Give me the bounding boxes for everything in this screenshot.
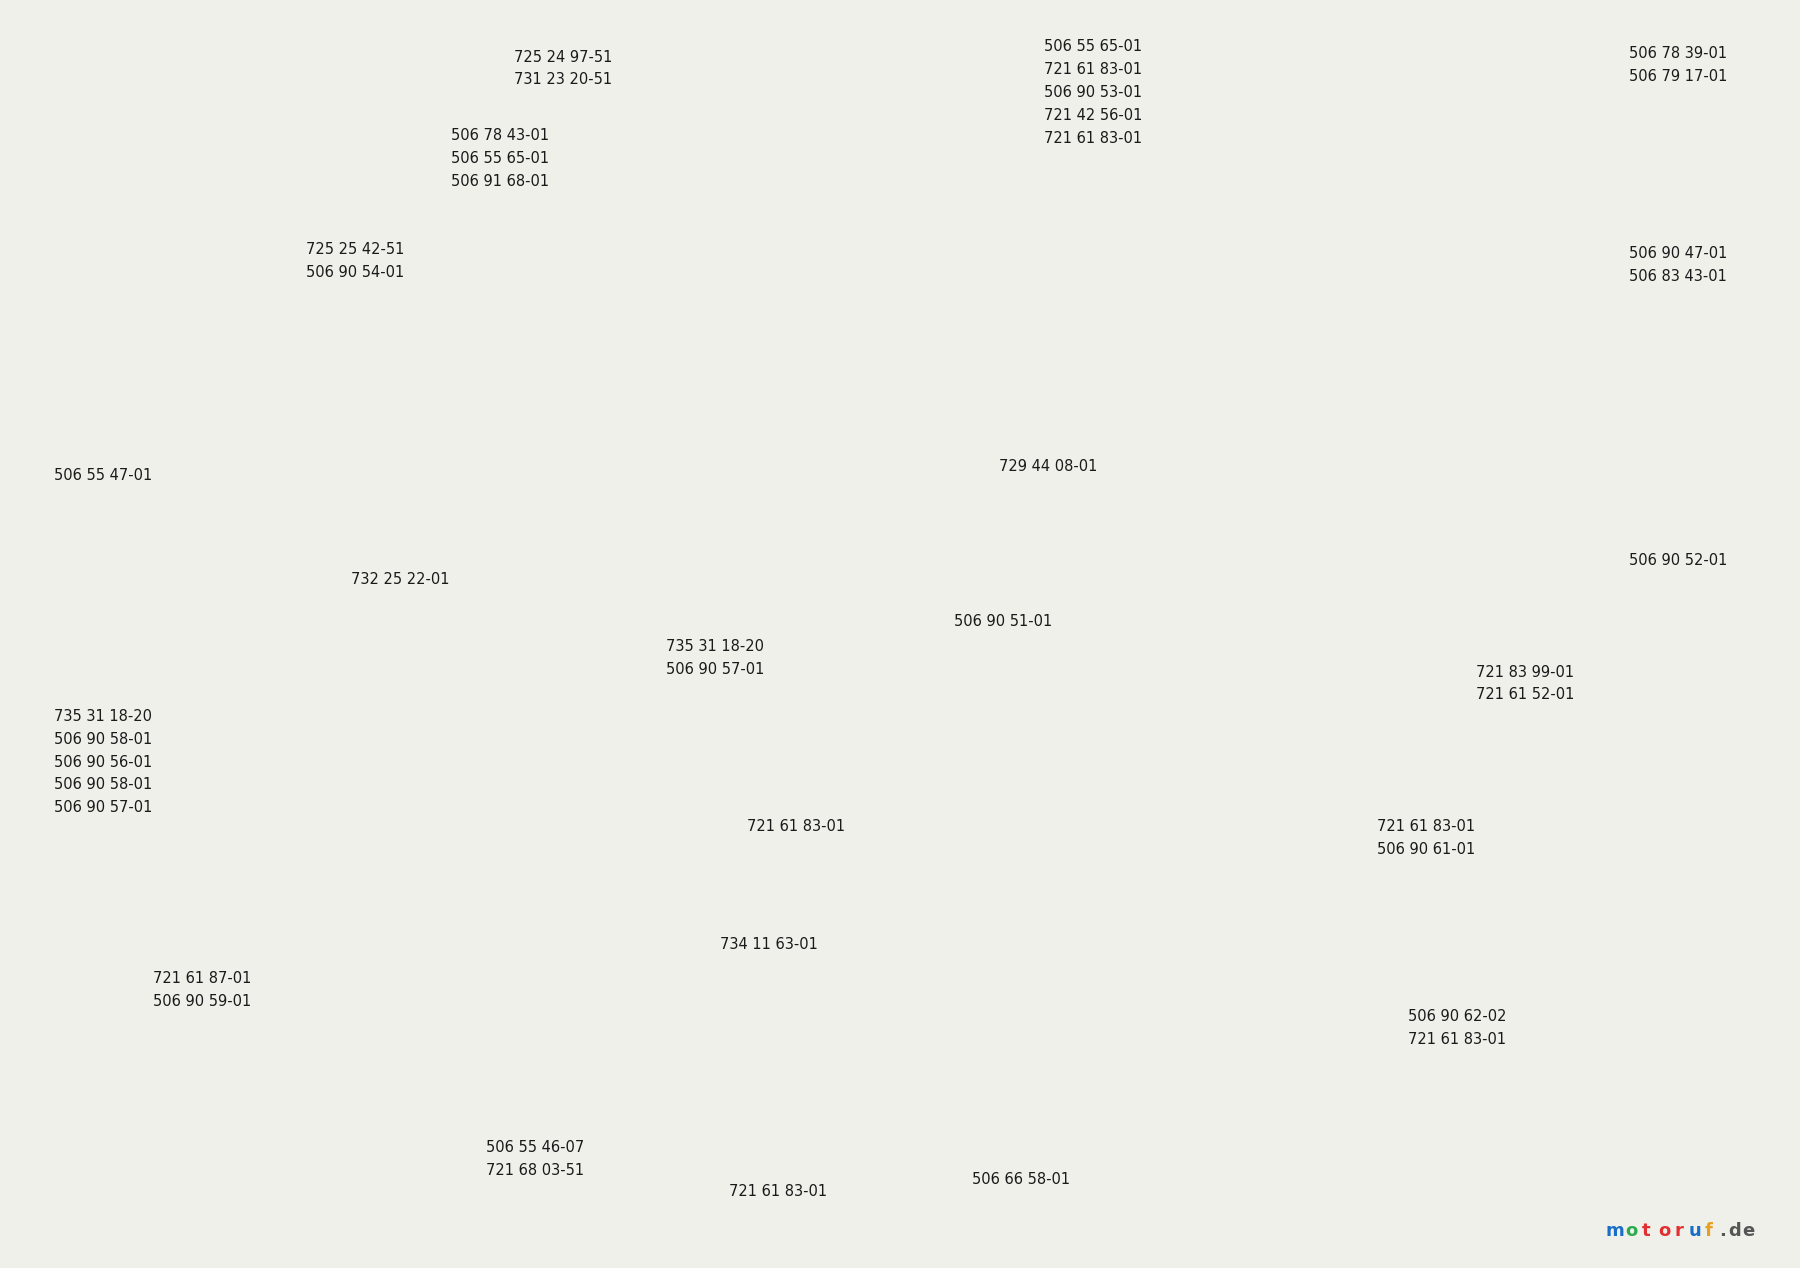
Text: 506 90 47-01: 506 90 47-01 <box>1629 246 1728 261</box>
Text: t: t <box>1642 1222 1651 1240</box>
Text: 721 61 87-01: 721 61 87-01 <box>153 971 252 987</box>
Text: e: e <box>1742 1222 1755 1240</box>
Text: 506 90 59-01: 506 90 59-01 <box>153 994 252 1009</box>
Text: 721 61 83-01: 721 61 83-01 <box>747 819 846 834</box>
Text: 721 61 83-01: 721 61 83-01 <box>1408 1032 1507 1047</box>
Text: .: . <box>1719 1222 1726 1240</box>
Text: 721 42 56-01: 721 42 56-01 <box>1044 108 1143 123</box>
Text: 734 11 63-01: 734 11 63-01 <box>720 937 817 952</box>
Text: 506 79 17-01: 506 79 17-01 <box>1629 68 1728 84</box>
Text: 506 90 56-01: 506 90 56-01 <box>54 754 153 770</box>
Text: r: r <box>1674 1222 1683 1240</box>
Text: u: u <box>1688 1222 1701 1240</box>
Text: 721 61 83-01: 721 61 83-01 <box>729 1184 828 1200</box>
Text: 506 90 57-01: 506 90 57-01 <box>666 662 765 677</box>
Text: 506 66 58-01: 506 66 58-01 <box>972 1172 1071 1187</box>
Text: 506 90 54-01: 506 90 54-01 <box>306 265 405 280</box>
Text: 506 91 68-01: 506 91 68-01 <box>450 174 549 189</box>
Text: 506 55 65-01: 506 55 65-01 <box>1044 39 1143 55</box>
Text: d: d <box>1728 1222 1741 1240</box>
Text: 506 90 62-02: 506 90 62-02 <box>1408 1009 1507 1025</box>
Text: 729 44 08-01: 729 44 08-01 <box>999 459 1098 474</box>
Text: 725 24 97-51: 725 24 97-51 <box>513 49 612 65</box>
Text: 725 25 42-51: 725 25 42-51 <box>306 242 405 257</box>
Text: 506 90 57-01: 506 90 57-01 <box>54 800 153 815</box>
Text: m: m <box>1606 1222 1624 1240</box>
Text: 506 90 52-01: 506 90 52-01 <box>1629 553 1728 568</box>
Text: 506 90 61-01: 506 90 61-01 <box>1377 842 1476 857</box>
Text: 721 61 52-01: 721 61 52-01 <box>1476 687 1575 702</box>
Text: 721 61 83-01: 721 61 83-01 <box>1377 819 1476 834</box>
Text: 731 23 20-51: 731 23 20-51 <box>513 72 612 87</box>
Text: 506 83 43-01: 506 83 43-01 <box>1629 269 1726 284</box>
Text: 721 61 83-01: 721 61 83-01 <box>1044 62 1143 77</box>
Text: 506 55 47-01: 506 55 47-01 <box>54 468 153 483</box>
Text: 735 31 18-20: 735 31 18-20 <box>666 639 763 654</box>
Text: 506 90 58-01: 506 90 58-01 <box>54 732 153 747</box>
Text: o: o <box>1625 1222 1638 1240</box>
Text: 721 61 83-01: 721 61 83-01 <box>1044 131 1143 146</box>
Text: 506 55 46-07: 506 55 46-07 <box>486 1140 585 1155</box>
Text: 506 90 53-01: 506 90 53-01 <box>1044 85 1143 100</box>
Text: 506 78 43-01: 506 78 43-01 <box>450 128 549 143</box>
Text: 721 68 03-51: 721 68 03-51 <box>486 1163 585 1178</box>
Text: 506 78 39-01: 506 78 39-01 <box>1629 46 1728 61</box>
Text: 721 83 99-01: 721 83 99-01 <box>1476 664 1575 680</box>
Text: 506 55 65-01: 506 55 65-01 <box>450 151 549 166</box>
Text: 506 90 58-01: 506 90 58-01 <box>54 777 153 792</box>
Text: 506 90 51-01: 506 90 51-01 <box>954 614 1053 629</box>
Text: o: o <box>1658 1222 1670 1240</box>
Text: 732 25 22-01: 732 25 22-01 <box>351 572 450 587</box>
Text: f: f <box>1705 1222 1712 1240</box>
Text: 735 31 18-20: 735 31 18-20 <box>54 709 151 724</box>
